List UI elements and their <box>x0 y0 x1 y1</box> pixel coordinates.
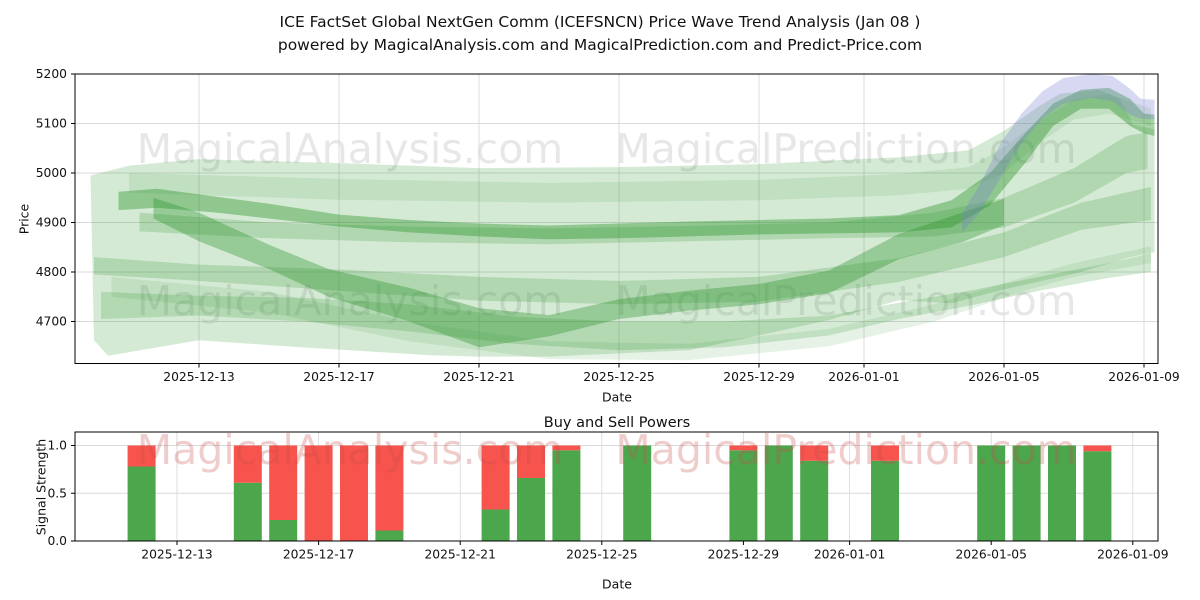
signal-bar-buy <box>552 450 581 541</box>
signal-bar-buy <box>764 445 793 541</box>
signal-bar-buy <box>871 460 899 541</box>
signal-bar-buy <box>233 482 262 541</box>
signal-bar-buy <box>517 477 545 541</box>
signal-bar-sell <box>127 445 156 467</box>
wave-band-trough-band <box>101 253 1151 351</box>
price-x-tick-label: 2025-12-17 <box>303 370 374 384</box>
signal-plot-frame <box>74 431 1159 542</box>
figure-title-line2: powered by MagicalAnalysis.com and Magic… <box>277 36 923 54</box>
signal-bar-buy <box>1012 445 1041 541</box>
signal-x-tick-label: 2025-12-13 <box>141 548 212 562</box>
price-x-tick-label: 2026-01-01 <box>828 370 899 384</box>
price-wave-plot: 5200 5100 5000 4900 4800 4700 2025-12-13 2025-1… <box>36 67 1180 384</box>
price-y-axis-label: Price <box>16 203 32 235</box>
signal-x-tick-label: 2025-12-21 <box>424 548 495 562</box>
signal-bar-buy <box>375 530 404 541</box>
signal-bar-buy <box>977 445 1006 541</box>
signal-x-tick-label: 2026-01-09 <box>1097 548 1168 562</box>
signal-bar-sell <box>269 445 298 520</box>
signal-x-tick-label: 2025-12-29 <box>708 548 779 562</box>
signal-bar-sell <box>481 445 510 510</box>
signal-bar-sell <box>375 445 404 531</box>
price-y-tick-label: 5000 <box>36 166 67 180</box>
signal-bar-sell <box>871 445 899 461</box>
price-x-tick-label: 2025-12-13 <box>163 370 234 384</box>
signal-x-tick-label: 2026-01-05 <box>955 548 1026 562</box>
wave-band-forecast-blue-ribbon <box>962 74 1155 233</box>
signal-chart-title: Buy and Sell Powers <box>543 415 691 431</box>
price-wave-bands <box>90 74 1155 361</box>
wave-band-mid-band-4800 <box>94 186 1151 305</box>
signal-y-tick-label: 0.5 <box>47 486 67 500</box>
signal-bar-buy <box>269 519 298 541</box>
signal-bars-plot: 1.0 0.5 0.0 2025-12-13 2025-12-17 2025-12-21 2… <box>47 431 1169 562</box>
signal-bar-buy <box>127 466 156 541</box>
price-x-tick-label: 2026-01-05 <box>968 370 1039 384</box>
signal-x-tick-label: 2026-01-01 <box>814 548 885 562</box>
price-x-tick-label: 2026-01-09 <box>1108 370 1179 384</box>
signal-x-tick-label: 2025-12-25 <box>566 548 637 562</box>
price-plot-frame <box>74 73 1159 364</box>
signal-bar-sell <box>1083 445 1112 452</box>
signal-bar-sell <box>340 445 368 541</box>
figure-title-line1: ICE FactSet Global NextGen Comm (ICEFSNC… <box>279 13 921 31</box>
price-x-tick-label: 2025-12-29 <box>723 370 794 384</box>
signal-bar-sell <box>800 445 829 461</box>
price-x-tick-label: 2025-12-21 <box>443 370 514 384</box>
signal-bar-buy <box>1083 451 1112 541</box>
signal-bar-buy <box>481 509 510 541</box>
wave-band-upper-pale-wisp <box>129 93 1151 203</box>
signal-x-axis-label: Date <box>602 576 632 592</box>
price-x-axis-label: Date <box>602 389 632 405</box>
signal-bar-buy <box>800 460 829 541</box>
signal-x-tick-label: 2025-12-17 <box>283 548 354 562</box>
wave-band-mid-band-4900 <box>139 132 1148 245</box>
wave-band-outer-light-envelope <box>90 89 1155 357</box>
signal-bar-buy <box>729 450 758 541</box>
price-y-tick-label: 4800 <box>36 265 67 279</box>
wave-band-dark-descending-ribbon <box>153 197 1004 348</box>
signal-bar-buy <box>623 445 652 541</box>
signal-bar-sell <box>552 445 581 451</box>
price-y-tick-label: 4900 <box>36 216 67 230</box>
signal-y-axis-label: Signal Strength <box>33 438 49 536</box>
price-y-tick-label: 4700 <box>36 315 67 329</box>
price-y-tick-label: 5200 <box>36 67 67 81</box>
price-y-tick-label: 5100 <box>36 117 67 131</box>
signal-bar-sell <box>729 445 758 451</box>
signal-y-tick-label: 0.0 <box>47 534 67 548</box>
signal-bar-sell <box>233 445 262 483</box>
signal-bar-sell <box>304 445 333 541</box>
signal-bar-sell <box>517 445 545 478</box>
signal-bar-buy <box>1048 445 1076 541</box>
signal-y-tick-label: 1.0 <box>47 439 67 453</box>
wave-band-lower-pale-wisp <box>111 246 1151 361</box>
price-x-tick-label: 2025-12-25 <box>583 370 654 384</box>
